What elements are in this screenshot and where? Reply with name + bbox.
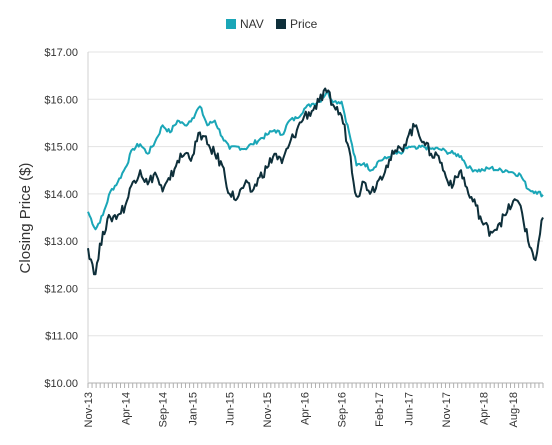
x-tick-label: Nov-13 [83, 392, 95, 427]
y-tick-label: $14.00 [44, 189, 78, 201]
legend-label-nav: NAV [240, 17, 264, 31]
series-line-nav [87, 91, 544, 231]
y-tick-label: $17.00 [44, 47, 78, 59]
y-axis-title: Closing Price ($) [17, 163, 34, 274]
series-lines [87, 87, 544, 276]
y-tick-label: $13.00 [44, 236, 78, 248]
x-tick-label: Jun-15 [225, 392, 237, 426]
x-tick-label: Apr-18 [478, 392, 490, 425]
x-tick-label: Nov-17 [441, 392, 453, 427]
x-tick-label: Sep-14 [158, 392, 170, 427]
y-tick-label: $15.00 [44, 142, 78, 154]
x-tick-label: Aug-18 [508, 392, 520, 427]
x-tick-label: Jan-15 [187, 392, 199, 426]
x-tick-label: Jun-17 [404, 392, 416, 426]
x-tick-label: Nov-15 [262, 392, 274, 427]
x-tick-label: Sep-16 [337, 392, 349, 427]
x-tick-label: Apr-16 [299, 392, 311, 425]
x-tick-label: Apr-14 [120, 392, 132, 425]
legend-label-price: Price [290, 17, 318, 31]
series-line-price [87, 87, 544, 276]
legend-swatch-nav [226, 19, 236, 29]
y-tick-label: $10.00 [44, 378, 78, 390]
y-tick-label: $11.00 [45, 331, 78, 343]
y-tick-label: $12.00 [44, 283, 78, 295]
legend: NAV Price [226, 17, 318, 31]
y-axis-ticks: $17.00 $16.00 $15.00 $14.00 $13.00 $12.00 $11.… [44, 47, 78, 390]
x-tick-label: Feb-17 [374, 392, 386, 427]
gridlines [88, 51, 543, 337]
legend-swatch-price [276, 19, 286, 29]
x-axis: Nov-13 Apr-14 Sep-14 Jan-15 Jun-15 Nov-15 Apr-… [83, 52, 544, 427]
y-tick-label: $16.00 [44, 94, 78, 106]
